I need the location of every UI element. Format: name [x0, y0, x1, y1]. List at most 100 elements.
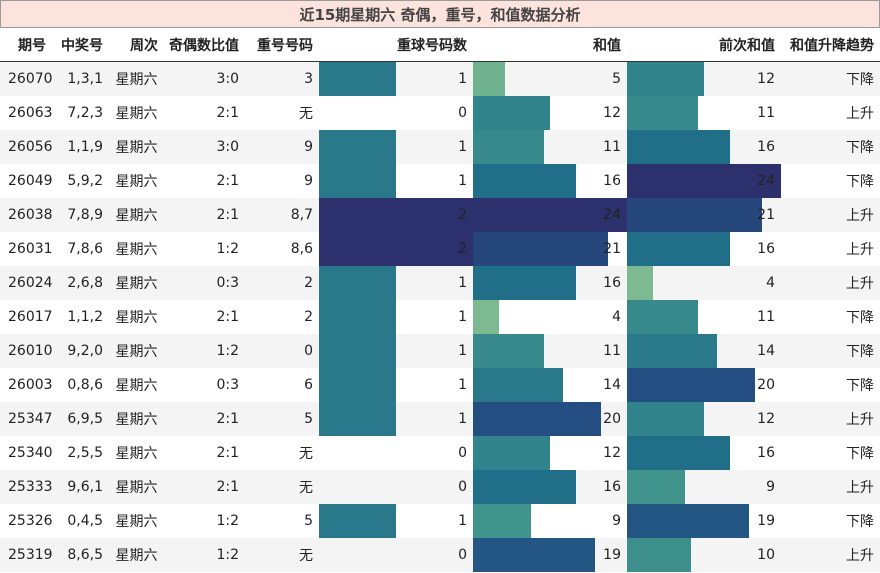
repeat-count-cell: 1	[319, 402, 473, 436]
header-repeat-nums: 重号号码	[245, 28, 319, 62]
repeat-count-bar	[319, 164, 396, 198]
issue-cell: 26003	[0, 368, 53, 402]
repeat-count-cell: 0	[319, 538, 473, 572]
prev-sum-cell: 16	[627, 436, 781, 470]
header-sum: 和值	[473, 28, 627, 62]
numbers-cell: 2,6,8	[52, 266, 109, 300]
prev-sum-bar	[627, 334, 717, 368]
repeat-count-bar	[319, 300, 396, 334]
odd-even-cell: 2:1	[164, 300, 245, 334]
sum-value: 24	[603, 207, 621, 223]
repeat-count-value: 0	[458, 479, 467, 495]
header-issue: 期号	[0, 28, 52, 62]
trend-cell: 上升	[781, 96, 880, 130]
prev-sum-bar	[627, 130, 730, 164]
repeat-count-value: 0	[458, 547, 467, 563]
sum-cell: 5	[473, 61, 627, 96]
trend-cell: 上升	[781, 232, 880, 266]
weekday-cell: 星期六	[109, 334, 164, 368]
weekday-cell: 星期六	[109, 402, 164, 436]
repeat-nums-cell: 8,6	[245, 232, 319, 266]
prev-sum-bar	[627, 96, 698, 130]
repeat-count-bar	[319, 334, 396, 368]
weekday-cell: 星期六	[109, 436, 164, 470]
issue-cell: 26024	[0, 266, 53, 300]
numbers-cell: 1,1,2	[52, 300, 109, 334]
sum-value: 19	[603, 547, 621, 563]
repeat-count-bar	[319, 130, 396, 164]
repeat-count-value: 2	[458, 207, 467, 223]
sum-bar	[473, 266, 576, 300]
prev-sum-bar	[627, 402, 704, 436]
repeat-count-value: 1	[458, 377, 467, 393]
numbers-cell: 6,9,5	[52, 402, 109, 436]
table-row: 26070 1,3,1 星期六 3:0 3 1 5 12 下降	[0, 61, 880, 96]
prev-sum-bar	[627, 470, 685, 504]
sum-cell: 24	[473, 198, 627, 232]
numbers-cell: 1,1,9	[52, 130, 109, 164]
trend-cell: 下降	[781, 130, 880, 164]
weekday-cell: 星期六	[109, 538, 164, 572]
odd-even-cell: 1:2	[164, 232, 245, 266]
repeat-nums-cell: 2	[245, 266, 319, 300]
sum-value: 5	[612, 71, 621, 87]
issue-cell: 25333	[0, 470, 53, 504]
sum-bar	[473, 470, 576, 504]
repeat-count-value: 1	[458, 139, 467, 155]
prev-sum-value: 24	[757, 173, 775, 189]
prev-sum-bar	[627, 504, 749, 538]
numbers-cell: 7,8,6	[52, 232, 109, 266]
sum-value: 21	[603, 241, 621, 257]
table-body: 26070 1,3,1 星期六 3:0 3 1 5 12 下降 26063 7,2,3 星期六 2:1 无…	[0, 61, 880, 572]
repeat-count-bar	[319, 232, 473, 266]
odd-even-cell: 0:3	[164, 266, 245, 300]
sum-cell: 19	[473, 538, 627, 572]
repeat-nums-cell: 无	[245, 470, 319, 504]
numbers-cell: 7,8,9	[52, 198, 109, 232]
prev-sum-bar	[627, 62, 704, 96]
repeat-count-cell: 2	[319, 232, 473, 266]
table-row: 25319 8,6,5 星期六 1:2 无 0 19 10 上升	[0, 538, 880, 572]
prev-sum-cell: 24	[627, 164, 781, 198]
table-row: 26031 7,8,6 星期六 1:2 8,6 2 21 16 上升	[0, 232, 880, 266]
prev-sum-value: 21	[757, 207, 775, 223]
weekday-cell: 星期六	[109, 164, 164, 198]
repeat-count-value: 1	[458, 275, 467, 291]
sum-bar	[473, 300, 499, 334]
issue-cell: 26038	[0, 198, 53, 232]
prev-sum-value: 9	[766, 479, 775, 495]
repeat-count-bar	[319, 62, 396, 96]
table-row: 26056 1,1,9 星期六 3:0 9 1 11 16 下降	[0, 130, 880, 164]
prev-sum-cell: 21	[627, 198, 781, 232]
table-row: 25347 6,9,5 星期六 2:1 5 1 20 12 上升	[0, 402, 880, 436]
repeat-count-cell: 0	[319, 436, 473, 470]
repeat-nums-cell: 无	[245, 96, 319, 130]
prev-sum-value: 20	[757, 377, 775, 393]
trend-cell: 上升	[781, 470, 880, 504]
prev-sum-cell: 16	[627, 130, 781, 164]
repeat-nums-cell: 9	[245, 130, 319, 164]
prev-sum-value: 12	[757, 411, 775, 427]
numbers-cell: 8,6,5	[52, 538, 109, 572]
repeat-count-cell: 0	[319, 96, 473, 130]
trend-cell: 上升	[781, 538, 880, 572]
weekday-cell: 星期六	[109, 368, 164, 402]
issue-cell: 25326	[0, 504, 53, 538]
issue-cell: 26070	[0, 61, 53, 96]
numbers-cell: 0,8,6	[52, 368, 109, 402]
prev-sum-cell: 20	[627, 368, 781, 402]
prev-sum-cell: 19	[627, 504, 781, 538]
sum-bar	[473, 232, 608, 266]
numbers-cell: 1,3,1	[52, 61, 109, 96]
sum-value: 4	[612, 309, 621, 325]
table-row: 26003 0,8,6 星期六 0:3 6 1 14 20 下降	[0, 368, 880, 402]
repeat-count-cell: 1	[319, 300, 473, 334]
trend-cell: 上升	[781, 266, 880, 300]
sum-value: 9	[612, 513, 621, 529]
trend-cell: 下降	[781, 164, 880, 198]
sum-cell: 16	[473, 470, 627, 504]
prev-sum-bar	[627, 266, 653, 300]
sum-bar	[473, 198, 627, 232]
odd-even-cell: 2:1	[164, 96, 245, 130]
sum-value: 12	[603, 445, 621, 461]
